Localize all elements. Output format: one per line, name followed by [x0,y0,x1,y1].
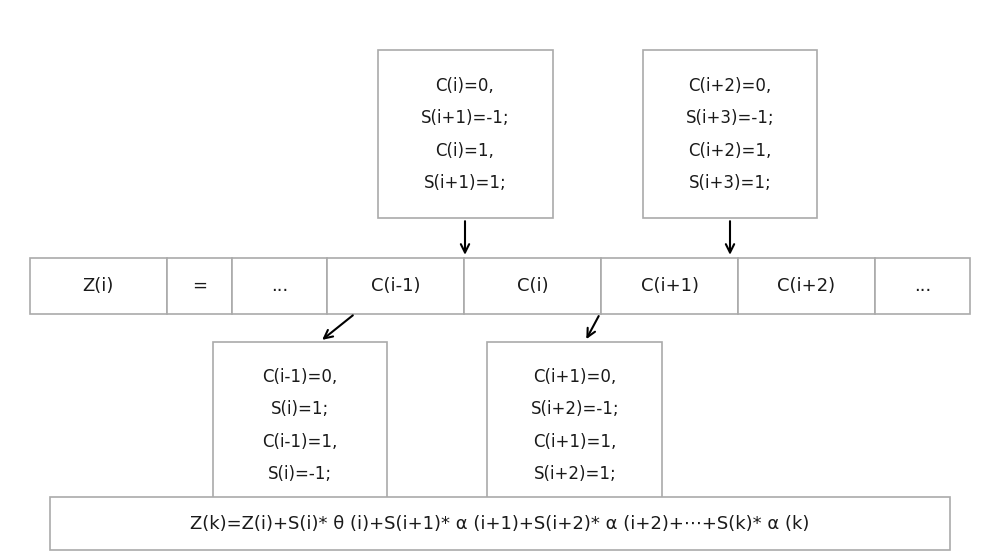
Text: Z(i): Z(i) [83,277,114,295]
Text: S(i+2)=-1;: S(i+2)=-1; [531,400,619,418]
Text: C(i+1)=0,: C(i+1)=0, [533,368,617,386]
Text: S(i+1)=-1;: S(i+1)=-1; [421,109,509,127]
Text: C(i+1): C(i+1) [641,277,699,295]
Text: S(i)=1;: S(i)=1; [271,400,329,418]
FancyBboxPatch shape [875,258,970,314]
FancyBboxPatch shape [378,50,552,218]
FancyBboxPatch shape [327,258,464,314]
Text: C(i+2)=1,: C(i+2)=1, [688,142,772,160]
Text: C(i-1): C(i-1) [371,277,421,295]
FancyBboxPatch shape [50,497,950,550]
Text: C(i): C(i) [517,277,549,295]
FancyBboxPatch shape [464,258,601,314]
FancyBboxPatch shape [232,258,327,314]
Text: =: = [192,277,207,295]
FancyBboxPatch shape [601,258,738,314]
Text: S(i+1)=1;: S(i+1)=1; [424,174,506,192]
Text: S(i+3)=1;: S(i+3)=1; [689,174,771,192]
Text: S(i+2)=1;: S(i+2)=1; [534,465,616,483]
Text: ...: ... [914,277,931,295]
FancyBboxPatch shape [167,258,232,314]
Text: Z(k)=Z(i)+S(i)* θ (i)+S(i+1)* α (i+1)+S(i+2)* α (i+2)+⋯+S(k)* α (k): Z(k)=Z(i)+S(i)* θ (i)+S(i+1)* α (i+1)+S(… [190,515,810,533]
Text: S(i+3)=-1;: S(i+3)=-1; [686,109,774,127]
FancyBboxPatch shape [212,342,387,510]
Text: C(i)=0,: C(i)=0, [436,77,494,95]
Text: C(i-1)=0,: C(i-1)=0, [262,368,338,386]
Text: C(i)=1,: C(i)=1, [436,142,494,160]
Text: C(i-1)=1,: C(i-1)=1, [262,433,338,451]
Text: C(i+2)=0,: C(i+2)=0, [688,77,772,95]
FancyBboxPatch shape [642,50,817,218]
FancyBboxPatch shape [30,258,167,314]
Text: ...: ... [271,277,288,295]
Text: C(i+1)=1,: C(i+1)=1, [533,433,617,451]
Text: S(i)=-1;: S(i)=-1; [268,465,332,483]
FancyBboxPatch shape [738,258,875,314]
FancyBboxPatch shape [487,342,662,510]
Text: C(i+2): C(i+2) [777,277,835,295]
